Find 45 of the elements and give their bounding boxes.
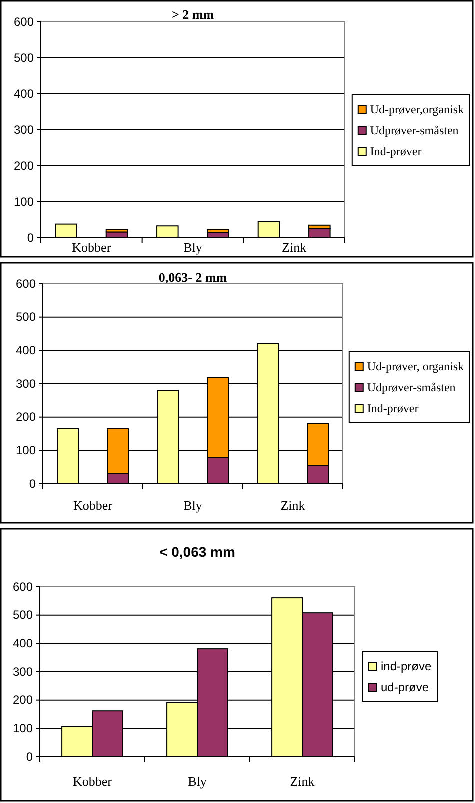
x-tick-label: Bly xyxy=(188,774,208,789)
x-tick-label: Zink xyxy=(280,498,306,513)
y-tick-label: 600 xyxy=(16,276,36,291)
x-tick-label: Zink xyxy=(290,774,316,789)
y-tick-label: 0 xyxy=(29,476,36,491)
y-tick-label: 500 xyxy=(14,50,34,65)
y-tick-label: 0 xyxy=(26,750,34,764)
y-tick-label: 400 xyxy=(12,636,34,651)
y-tick-label: 100 xyxy=(12,722,34,736)
bar xyxy=(207,229,230,234)
legend-label: Ud-prøver,organisk xyxy=(370,102,464,116)
y-tick-label: 200 xyxy=(14,158,34,173)
chart-title: > 2 mm xyxy=(172,7,214,22)
x-tick-label: Kobber xyxy=(72,240,112,255)
x-tick-label: Bly xyxy=(184,240,203,255)
y-tick-label: 300 xyxy=(16,376,36,391)
legend-label: Ind-prøver xyxy=(370,144,422,158)
y-tick-label: 400 xyxy=(14,86,34,101)
y-tick-label: 300 xyxy=(12,664,34,679)
legend-label: ind-prøve xyxy=(381,660,432,674)
y-tick-label: 0 xyxy=(27,230,34,245)
y-tick-label: 100 xyxy=(14,194,34,209)
legend-label: Ud-prøver, organisk xyxy=(367,360,464,374)
y-tick-label: 600 xyxy=(12,580,34,594)
y-tick-label: 200 xyxy=(16,410,36,424)
y-tick-label: 500 xyxy=(12,608,34,622)
legend-label: ud-prøve xyxy=(381,680,430,694)
y-tick-label: 600 xyxy=(14,14,34,29)
y-tick-label: 200 xyxy=(12,693,34,708)
chart-title: 0,063- 2 mm xyxy=(158,270,228,285)
bar xyxy=(156,226,179,238)
x-tick-label: Kobber xyxy=(73,774,113,789)
y-tick-label: 400 xyxy=(16,344,36,358)
legend-label: Udprøver-småsten xyxy=(370,124,459,138)
x-tick-label: Bly xyxy=(184,498,203,513)
chart-title: < 0,063 mm xyxy=(160,544,236,560)
x-tick-label: Kobber xyxy=(74,498,114,513)
y-tick-label: 300 xyxy=(14,122,34,137)
bar xyxy=(258,221,280,238)
x-tick-label: Zink xyxy=(282,240,308,255)
y-tick-label: 100 xyxy=(16,444,36,458)
bar xyxy=(55,224,78,238)
legend-label: Udprøver-småsten xyxy=(367,380,456,394)
legend-label: Ind-prøver xyxy=(367,402,419,416)
y-tick-label: 500 xyxy=(16,310,36,324)
